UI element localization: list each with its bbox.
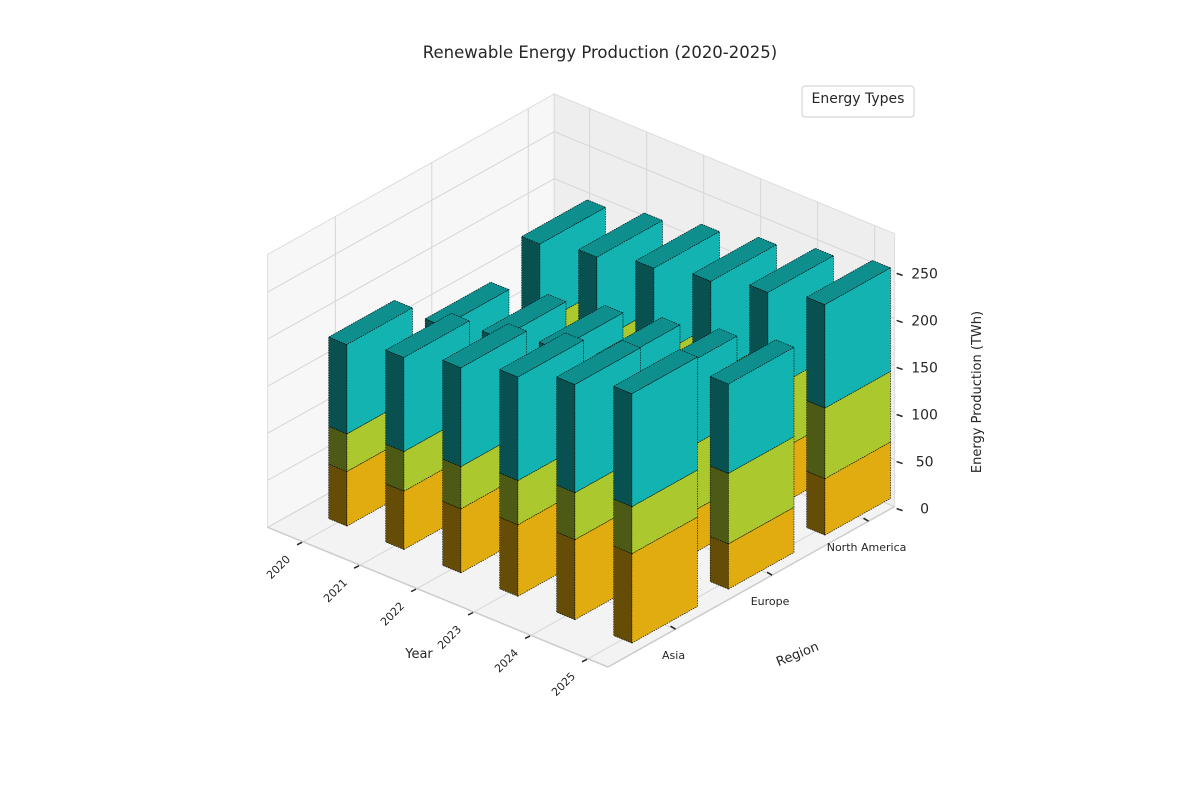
bar-segment <box>728 346 795 474</box>
bar-top <box>385 312 471 358</box>
bar-segment <box>631 469 698 555</box>
bar-segment-side <box>385 483 405 550</box>
y-tick-label: Europe <box>751 595 790 608</box>
z-gridline <box>267 131 895 293</box>
bar-segment-side <box>328 463 348 527</box>
bar-top <box>424 281 510 327</box>
bar-stack <box>709 339 795 590</box>
y-axis-label: Region <box>774 639 821 670</box>
bar-top <box>635 223 721 269</box>
bar-top <box>613 349 699 395</box>
x-tick <box>410 588 417 593</box>
z-tick-label: 150 <box>911 360 938 376</box>
bar-segment-side <box>442 458 462 510</box>
x-tick <box>296 541 303 546</box>
z-tick <box>896 272 903 277</box>
bar-segment <box>824 441 891 536</box>
bar-segment-side <box>806 296 826 409</box>
z-tick <box>896 413 903 418</box>
z-tick-label: 50 <box>916 455 934 471</box>
bar-top <box>692 236 778 282</box>
z-tick <box>896 366 903 371</box>
bar-segment-side <box>613 545 633 644</box>
bar-segment <box>631 516 698 644</box>
bar-top <box>556 339 642 385</box>
z-axis-label: Energy Production (TWh) <box>970 311 985 473</box>
bar-segment-side <box>556 531 576 621</box>
x-tick <box>581 658 588 663</box>
bar-segment-side <box>613 385 633 508</box>
bar-segment-side <box>709 465 729 545</box>
bar-segment-side <box>613 498 633 555</box>
bar-top <box>749 247 835 293</box>
bar-top <box>806 260 892 305</box>
y-tick <box>670 625 676 630</box>
x-tick-label: 2023 <box>435 623 464 652</box>
x-tick-label: 2021 <box>321 576 350 605</box>
bar-stack <box>806 260 892 536</box>
bar-segment-side <box>442 500 462 574</box>
bar-segment-side <box>709 376 729 474</box>
bar-segment-side <box>556 376 576 494</box>
bar-segment-side <box>499 369 519 482</box>
bar-top <box>578 212 664 258</box>
z-tick <box>896 460 903 465</box>
bar-segment-side <box>442 359 462 468</box>
z-tick <box>896 507 903 512</box>
x-tick <box>524 635 531 640</box>
x-axis-label: Year <box>404 647 433 662</box>
bar-top <box>521 199 607 245</box>
x-tick <box>467 611 474 616</box>
z-tick-label: 250 <box>911 266 938 282</box>
bar-segment-side <box>385 443 405 492</box>
bar-top <box>442 323 528 369</box>
z-tick-label: 200 <box>911 313 938 329</box>
bar-segment-side <box>806 470 826 536</box>
legend: Energy Types <box>801 85 915 118</box>
y-tick-label: Asia <box>662 649 685 662</box>
x-tick-label: 2020 <box>264 553 293 582</box>
z-tick-label: 100 <box>911 408 938 424</box>
bar-segment-side <box>385 349 405 453</box>
y-tick-label: North America <box>827 541 907 554</box>
bar-top <box>499 332 585 378</box>
bar-segment-side <box>499 472 519 526</box>
bars <box>328 199 892 644</box>
bar-segment-side <box>806 400 826 480</box>
x-tick-label: 2025 <box>549 670 578 699</box>
legend-title: Energy Types <box>812 91 905 107</box>
y-tick <box>863 517 869 522</box>
bar-stack <box>613 349 699 644</box>
x-tick-label: 2024 <box>492 646 521 675</box>
bar-segment-side <box>328 336 348 435</box>
bar-top <box>709 339 795 385</box>
legend-box <box>801 85 915 118</box>
bar-segment-side <box>499 516 519 597</box>
z-tick <box>896 319 903 324</box>
y-tick <box>766 571 773 576</box>
bar-segment-side <box>556 484 576 541</box>
z-tick-label: 0 <box>920 502 929 518</box>
chart-title: Renewable Energy Production (2020-2025) <box>423 43 777 62</box>
x-axis-line <box>267 526 609 668</box>
axes <box>267 505 895 668</box>
bar-segment-side <box>328 425 348 472</box>
bar-top <box>328 299 414 345</box>
y-axis-line <box>607 505 895 668</box>
x-tick <box>353 565 360 569</box>
x-tick-label: 2022 <box>378 600 407 629</box>
bar-segment-side <box>709 536 729 590</box>
